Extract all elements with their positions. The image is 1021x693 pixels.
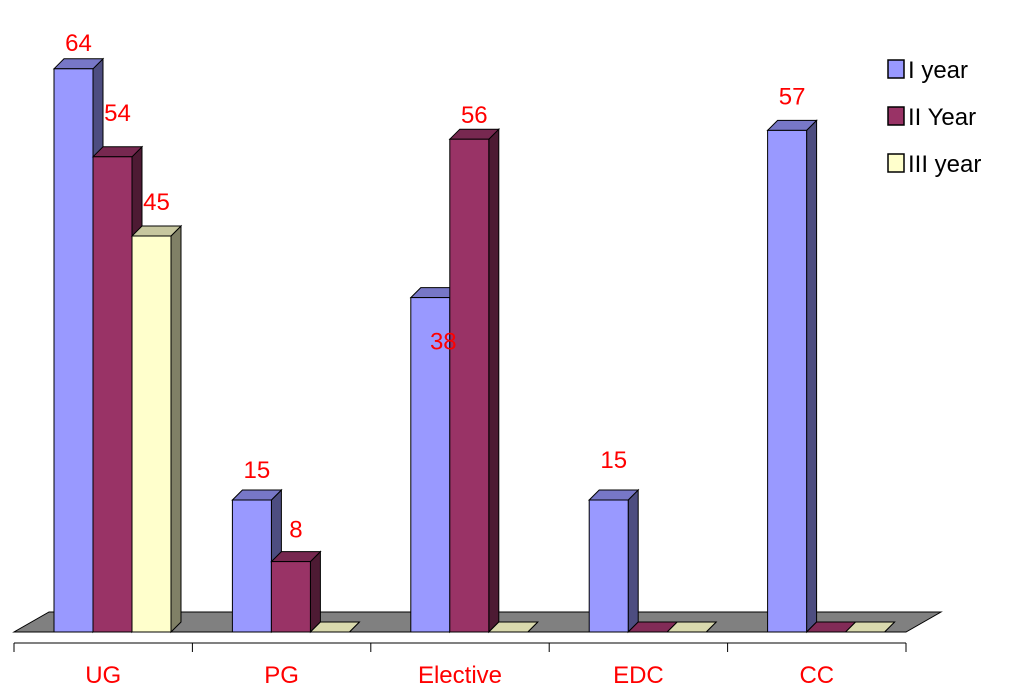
- data-label: 64: [65, 30, 92, 57]
- x-tick-label: CC: [799, 662, 834, 689]
- bar-side: [488, 127, 500, 634]
- x-tick-labels: UG PG Elective EDC CC: [85, 662, 834, 689]
- bar: [587, 488, 640, 634]
- bar-front: [92, 156, 133, 633]
- data-label: 8: [289, 517, 302, 544]
- x-tick-label: UG: [85, 662, 121, 689]
- x-tick-label: PG: [264, 662, 299, 689]
- bar-side: [806, 119, 818, 634]
- data-label: 38: [430, 329, 457, 356]
- bar: [487, 621, 540, 633]
- bar: [665, 621, 718, 633]
- data-label: 56: [461, 102, 488, 129]
- legend-item: III year: [887, 151, 981, 178]
- data-labels: 64 54 45 15 8 38 56 15 57: [65, 30, 805, 544]
- bar-top: [309, 621, 361, 633]
- x-tick-label: Elective: [418, 662, 502, 689]
- bar: [231, 488, 283, 634]
- data-label: 57: [779, 83, 806, 110]
- legend-swatch: [887, 153, 905, 173]
- data-label: 15: [600, 447, 627, 474]
- data-label: 15: [244, 457, 271, 484]
- bar-side: [309, 550, 321, 634]
- bar: [766, 119, 818, 634]
- legend-label: II Year: [908, 104, 976, 131]
- legend: I year II Year III year: [887, 57, 981, 178]
- x-tick-label: EDC: [613, 662, 664, 689]
- bar-front: [131, 235, 172, 633]
- data-label: 54: [104, 100, 131, 127]
- bar: [270, 550, 322, 634]
- bar: [309, 621, 361, 633]
- legend-swatch: [887, 59, 905, 79]
- bar-front: [449, 138, 490, 633]
- bar-front: [231, 499, 272, 633]
- x-axis: [13, 642, 907, 652]
- bar-front: [410, 297, 451, 633]
- bar-top: [665, 621, 718, 633]
- bars: [52, 57, 896, 634]
- legend-item: I year: [887, 57, 968, 84]
- legend-item: II Year: [887, 104, 976, 131]
- bar-front: [767, 129, 808, 633]
- bar: [130, 224, 183, 634]
- bar-side: [627, 488, 639, 634]
- bar-side: [170, 224, 182, 634]
- legend-swatch: [887, 106, 905, 126]
- bar: [448, 127, 501, 634]
- bar-front: [588, 499, 629, 633]
- bar: [844, 621, 896, 633]
- bar-front: [53, 68, 94, 633]
- bar-top: [844, 621, 896, 633]
- bar-front: [270, 561, 311, 633]
- bar-top: [487, 621, 540, 633]
- legend-label: I year: [908, 57, 968, 84]
- data-label: 45: [143, 189, 170, 216]
- legend-label: III year: [908, 151, 981, 178]
